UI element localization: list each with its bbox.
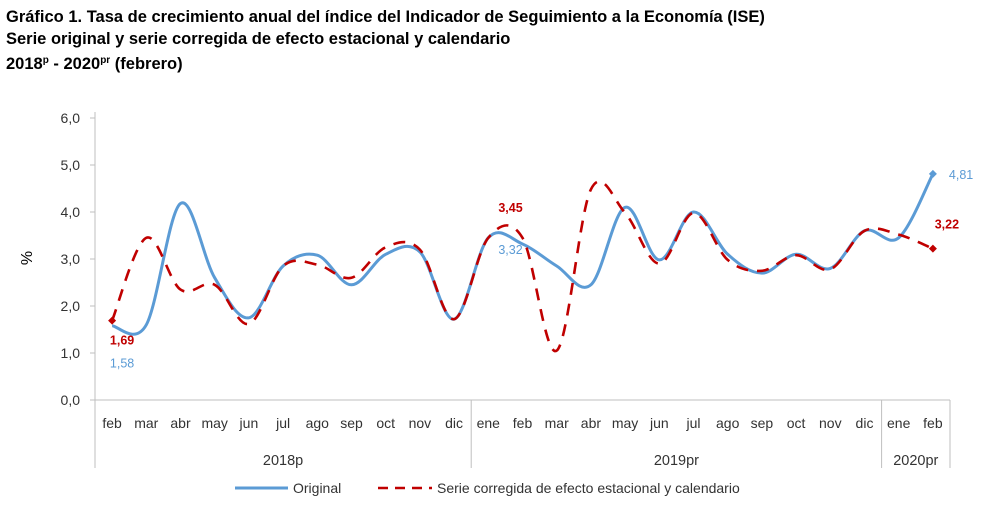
series-layer xyxy=(108,169,937,352)
y-tick-label: 2,0 xyxy=(61,298,81,314)
data-label-adjusted: 3,45 xyxy=(498,201,522,215)
end-marker-original xyxy=(928,169,937,178)
x-tick-label: ago xyxy=(306,415,330,431)
period-end-mark: pr xyxy=(100,55,111,66)
y-tick-label: 6,0 xyxy=(61,110,81,126)
legend-label-adjusted: Serie corregida de efecto estacional y c… xyxy=(437,480,740,496)
x-tick-label: jul xyxy=(685,415,700,431)
x-tick-label: ago xyxy=(716,415,740,431)
series-line-adjusted xyxy=(110,180,934,352)
x-tick-label: ene xyxy=(477,415,501,431)
x-tick-label: feb xyxy=(513,415,533,431)
y-tick-label: 5,0 xyxy=(61,157,81,173)
x-tick-label: jul xyxy=(275,415,290,431)
y-axis-label: % xyxy=(19,251,36,265)
x-tick-label: nov xyxy=(819,415,842,431)
legend-label-original: Original xyxy=(293,480,341,496)
period-start-mark: p xyxy=(42,55,49,66)
x-tick-label: oct xyxy=(376,415,395,431)
data-label-original: 3,32 xyxy=(498,243,522,257)
x-tick-label: sep xyxy=(340,415,363,431)
x-tick-label: ene xyxy=(887,415,911,431)
x-tick-label: sep xyxy=(751,415,774,431)
x-tick-label: jun xyxy=(649,415,669,431)
period-start: 2018 xyxy=(6,55,43,73)
x-tick-label: mar xyxy=(545,415,569,431)
y-tick-label: 3,0 xyxy=(61,251,81,267)
data-label-adjusted: 1,69 xyxy=(110,334,134,348)
data-label-original: 1,58 xyxy=(110,357,134,371)
y-tick-label: 4,0 xyxy=(61,204,81,220)
x-tick-label: dic xyxy=(856,415,874,431)
series-line-original xyxy=(111,173,935,336)
y-tick-label: 0,0 xyxy=(61,392,81,408)
x-tick-label: nov xyxy=(409,415,432,431)
chart-title-block: Gráfico 1. Tasa de crecimiento anual del… xyxy=(6,6,765,75)
x-tick-label: may xyxy=(612,415,638,431)
period-separator: - 2020 xyxy=(48,55,101,73)
chart-period: 2018p - 2020pr (febrero) xyxy=(6,50,765,75)
x-tick-label: jun xyxy=(239,415,259,431)
data-label-adjusted: 3,22 xyxy=(935,218,959,232)
data-label-original: 4,81 xyxy=(949,168,973,182)
y-tick-label: 1,0 xyxy=(61,345,81,361)
start-marker-adjusted xyxy=(108,316,117,325)
chart-axes: 0,01,02,03,04,05,06,0%feb mar abr may jun jul… xyxy=(19,110,951,469)
x-tick-label: mar xyxy=(134,415,158,431)
period-end: (febrero) xyxy=(110,55,183,73)
x-tick-label: feb xyxy=(923,415,943,431)
x-group-label: 2019pr xyxy=(654,453,699,469)
x-group-label: 2020pr xyxy=(893,453,938,469)
chart-subtitle: Serie original y serie corregida de efec… xyxy=(6,30,511,48)
x-tick-label: oct xyxy=(787,415,806,431)
data-labels-layer: 1,58 1,69 3,45 3,32 4,81 3,22 xyxy=(110,168,973,371)
chart-title: Gráfico 1. Tasa de crecimiento anual del… xyxy=(6,8,765,26)
x-group-label: 2018p xyxy=(263,453,303,469)
end-marker-adjusted xyxy=(928,244,937,253)
x-tick-label: abr xyxy=(581,415,602,431)
x-tick-label: abr xyxy=(170,415,191,431)
legend: Original Serie corregida de efecto estaci… xyxy=(235,480,740,496)
x-tick-label: dic xyxy=(445,415,463,431)
x-tick-label: may xyxy=(201,415,227,431)
x-tick-label: feb xyxy=(102,415,122,431)
